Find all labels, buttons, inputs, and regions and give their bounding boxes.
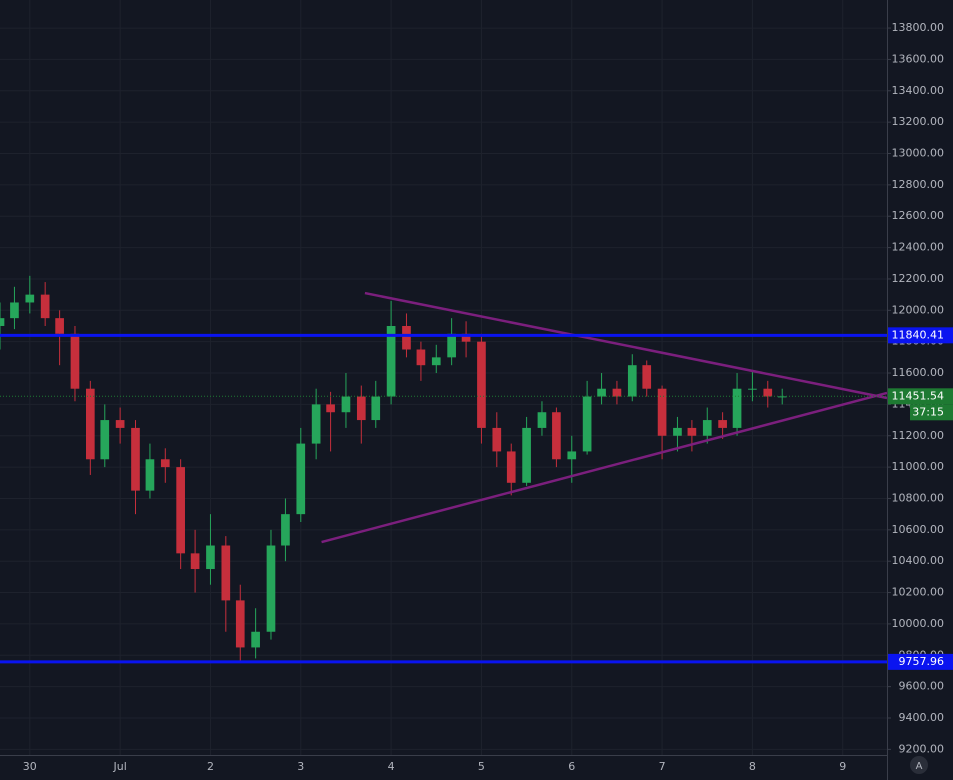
- y-tick-label: 10400.00: [892, 554, 945, 567]
- candle-body: [160, 459, 170, 468]
- x-tick-label: 3: [297, 760, 304, 773]
- candle-body: [416, 349, 426, 366]
- x-tick-label: 6: [568, 760, 575, 773]
- candle-body: [447, 333, 456, 358]
- y-tick-label: 13200.00: [892, 115, 945, 128]
- candle-body: [115, 420, 125, 428]
- candle-body: [477, 341, 486, 428]
- y-tick-label: 12800.00: [892, 178, 945, 191]
- candle-body: [748, 388, 757, 390]
- countdown-box: [910, 404, 953, 421]
- candle-body: [356, 396, 366, 421]
- candle-body: [251, 631, 260, 648]
- candle-body: [296, 443, 306, 515]
- x-tick-label: 9: [839, 760, 846, 773]
- candle-body: [70, 333, 80, 389]
- last-price-box: [888, 388, 953, 405]
- trend-line: [364, 291, 888, 400]
- candle-body: [612, 388, 622, 397]
- horizontal-line-box: [888, 653, 953, 670]
- candle-body: [732, 388, 742, 428]
- candle-body: [386, 325, 396, 397]
- x-tick-label: 5: [478, 760, 485, 773]
- candle-body: [266, 545, 276, 632]
- candle-body: [402, 325, 411, 350]
- candle-body: [777, 396, 787, 398]
- candle-body: [537, 412, 547, 428]
- x-tick-label: Jul: [112, 760, 126, 773]
- candle-body: [597, 388, 606, 397]
- candle-body: [341, 396, 351, 413]
- y-tick-label: 13400.00: [892, 84, 945, 97]
- y-tick-label: 12600.00: [892, 209, 945, 222]
- candle-body: [552, 412, 561, 460]
- countdown-label: 37:15: [912, 405, 944, 418]
- y-tick-label: 9200.00: [899, 742, 945, 755]
- y-tick-label: 12200.00: [892, 272, 945, 285]
- candle-body: [461, 333, 471, 342]
- candle-body: [627, 365, 637, 397]
- candle-body: [642, 365, 652, 389]
- y-tick-label: 10000.00: [892, 617, 945, 630]
- y-tick-label: 12400.00: [892, 241, 945, 254]
- candle-body: [206, 545, 215, 570]
- x-tick-label: 8: [749, 760, 756, 773]
- candle-body: [176, 467, 185, 554]
- auto-scale-label[interactable]: A: [916, 761, 923, 772]
- x-tick-label: 4: [388, 760, 395, 773]
- candle-body: [100, 420, 110, 460]
- candle-body: [131, 427, 140, 491]
- x-tick-label: 30: [23, 760, 37, 773]
- candle-body: [687, 427, 697, 436]
- y-tick-label: 12000.00: [892, 303, 945, 316]
- trend-line: [321, 391, 888, 544]
- y-tick-label: 11000.00: [892, 460, 945, 473]
- candle-body: [281, 514, 290, 546]
- y-tick-label: 9400.00: [899, 711, 945, 724]
- candle-body: [190, 553, 200, 570]
- x-tick-label: 2: [207, 760, 214, 773]
- candle-body: [40, 294, 50, 319]
- candle-body: [0, 318, 5, 326]
- y-tick-label: 13600.00: [892, 52, 945, 65]
- candle-body: [326, 404, 335, 413]
- x-tick-label: 7: [659, 760, 666, 773]
- candle-body: [567, 451, 577, 460]
- y-tick-label: 13800.00: [892, 21, 945, 34]
- y-tick-label: 11600.00: [892, 366, 945, 379]
- candle-body: [25, 294, 35, 303]
- candle-body: [431, 357, 441, 366]
- candle-body: [85, 388, 95, 460]
- horizontal-line-label: 11840.41: [892, 328, 945, 341]
- candle-body: [718, 420, 727, 428]
- last-price-label: 11451.54: [892, 389, 945, 402]
- y-tick-label: 10200.00: [892, 586, 945, 599]
- candle-body: [311, 404, 321, 444]
- candle-body: [221, 545, 231, 601]
- y-tick-label: 10600.00: [892, 523, 945, 536]
- horizontal-line-label: 9757.96: [899, 655, 945, 668]
- y-tick-label: 13000.00: [892, 147, 945, 160]
- y-tick-label: 10800.00: [892, 491, 945, 504]
- candle-body: [145, 459, 155, 491]
- candle-body: [522, 427, 531, 483]
- candle-body: [763, 388, 773, 397]
- candle-body: [582, 396, 592, 452]
- candle-body: [371, 396, 381, 421]
- candle-body: [235, 600, 245, 648]
- candle-body: [506, 451, 516, 483]
- horizontal-line-box: [888, 327, 953, 344]
- y-tick-label: 9600.00: [899, 680, 945, 693]
- candle-body: [702, 420, 712, 436]
- candle-body: [673, 427, 682, 436]
- auto-scale-button[interactable]: [910, 756, 928, 774]
- candle-body: [492, 427, 502, 452]
- candle-body: [657, 388, 667, 436]
- candle-body: [55, 318, 64, 334]
- y-tick-label: 11200.00: [892, 429, 945, 442]
- candle-body: [10, 302, 19, 319]
